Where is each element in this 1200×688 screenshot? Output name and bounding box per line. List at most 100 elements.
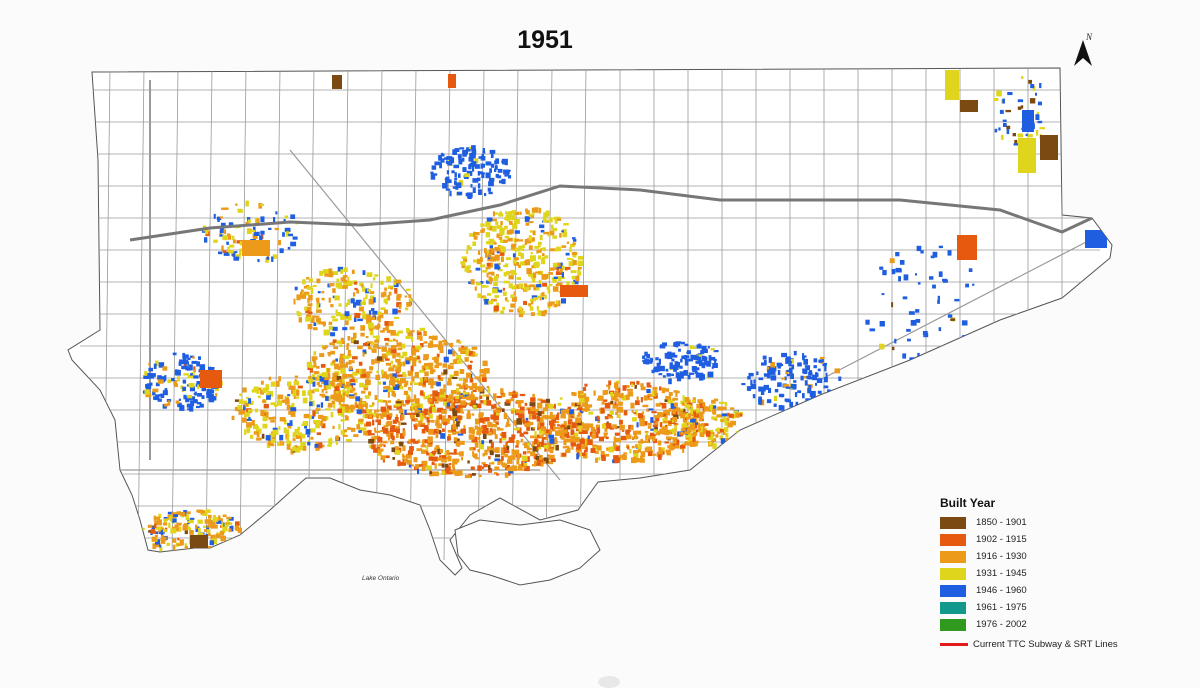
- parcel: [158, 394, 163, 397]
- parcel: [542, 216, 547, 223]
- parcel: [226, 516, 232, 520]
- parcel: [488, 271, 494, 275]
- parcel: [513, 261, 520, 266]
- parcel: [496, 427, 501, 431]
- parcel: [582, 387, 587, 391]
- parcel: [257, 259, 260, 263]
- parcel: [469, 386, 474, 391]
- parcel: [723, 427, 729, 433]
- parcel: [489, 149, 496, 154]
- parcel: [542, 282, 547, 287]
- parcel: [420, 415, 424, 422]
- parcel: [711, 399, 716, 404]
- parcel: [669, 366, 675, 370]
- parcel: [471, 161, 477, 167]
- parcel: [294, 375, 299, 378]
- legend-item: 1976 - 2002: [940, 616, 1140, 633]
- parcel: [726, 412, 730, 417]
- parcel: [363, 297, 366, 304]
- parcel: [566, 257, 572, 260]
- parcel: [395, 359, 401, 363]
- parcel: [629, 448, 632, 454]
- parcel: [157, 379, 164, 384]
- parcel: [672, 397, 679, 401]
- parcel: [368, 310, 372, 316]
- parcel: [337, 408, 342, 414]
- parcel: [623, 410, 628, 416]
- parcel: [373, 297, 376, 303]
- parcel: [347, 276, 350, 282]
- parcel: [578, 426, 582, 432]
- parcel: [447, 429, 453, 433]
- parcel: [1022, 110, 1034, 132]
- parcel: [438, 463, 443, 467]
- parcel: [539, 456, 543, 461]
- parcel: [442, 363, 447, 368]
- parcel: [277, 442, 281, 446]
- parcel: [565, 252, 570, 256]
- parcel: [630, 402, 635, 409]
- parcel: [429, 403, 434, 407]
- parcel: [631, 445, 635, 449]
- parcel: [620, 435, 627, 441]
- parcel: [796, 407, 799, 410]
- parcel: [675, 341, 682, 344]
- parcel: [403, 390, 408, 395]
- parcel: [1039, 127, 1045, 130]
- parcel: [402, 361, 406, 367]
- parcel: [622, 385, 627, 391]
- parcel: [339, 406, 345, 412]
- scrubber-handle[interactable]: [598, 676, 620, 688]
- parcel: [646, 446, 653, 453]
- parcel: [644, 358, 647, 365]
- parcel: [813, 358, 818, 363]
- parcel: [540, 426, 546, 431]
- parcel: [240, 408, 246, 415]
- parcel: [649, 398, 653, 401]
- parcel: [321, 444, 325, 448]
- parcel: [489, 450, 494, 456]
- parcel: [481, 462, 486, 465]
- parcel: [414, 382, 419, 386]
- parcel: [202, 513, 208, 516]
- parcel: [580, 395, 586, 398]
- parcel: [279, 434, 284, 441]
- parcel: [777, 382, 782, 387]
- parcel: [540, 247, 543, 251]
- parcel: [701, 345, 707, 350]
- parcel: [447, 349, 453, 355]
- parcel: [219, 216, 224, 219]
- parcel: [500, 256, 504, 262]
- parcel: [431, 407, 437, 413]
- parcel: [1085, 230, 1107, 248]
- parcel: [488, 252, 491, 258]
- parcel: [176, 369, 181, 376]
- parcel: [469, 447, 474, 451]
- parcel: [383, 444, 386, 448]
- parcel: [621, 429, 625, 432]
- parcel: [296, 396, 299, 399]
- parcel: [348, 385, 352, 390]
- parcel: [402, 445, 406, 451]
- parcel: [309, 428, 316, 433]
- parcel: [297, 432, 302, 436]
- parcel: [233, 256, 239, 261]
- parcel: [466, 170, 473, 174]
- legend-label: 1946 - 1960: [976, 585, 1027, 596]
- parcel: [694, 355, 699, 360]
- parcel: [703, 429, 708, 435]
- parcel: [252, 424, 258, 430]
- parcel: [385, 400, 388, 406]
- parcel: [477, 183, 481, 189]
- parcel: [417, 469, 420, 474]
- parcel: [553, 304, 558, 308]
- parcel: [496, 395, 502, 399]
- parcel: [282, 232, 285, 237]
- parcel: [290, 411, 296, 417]
- parcel: [547, 288, 551, 294]
- parcel: [790, 373, 794, 380]
- parcel: [623, 452, 628, 455]
- parcel: [385, 352, 391, 356]
- parcel: [551, 227, 558, 232]
- parcel: [699, 402, 706, 409]
